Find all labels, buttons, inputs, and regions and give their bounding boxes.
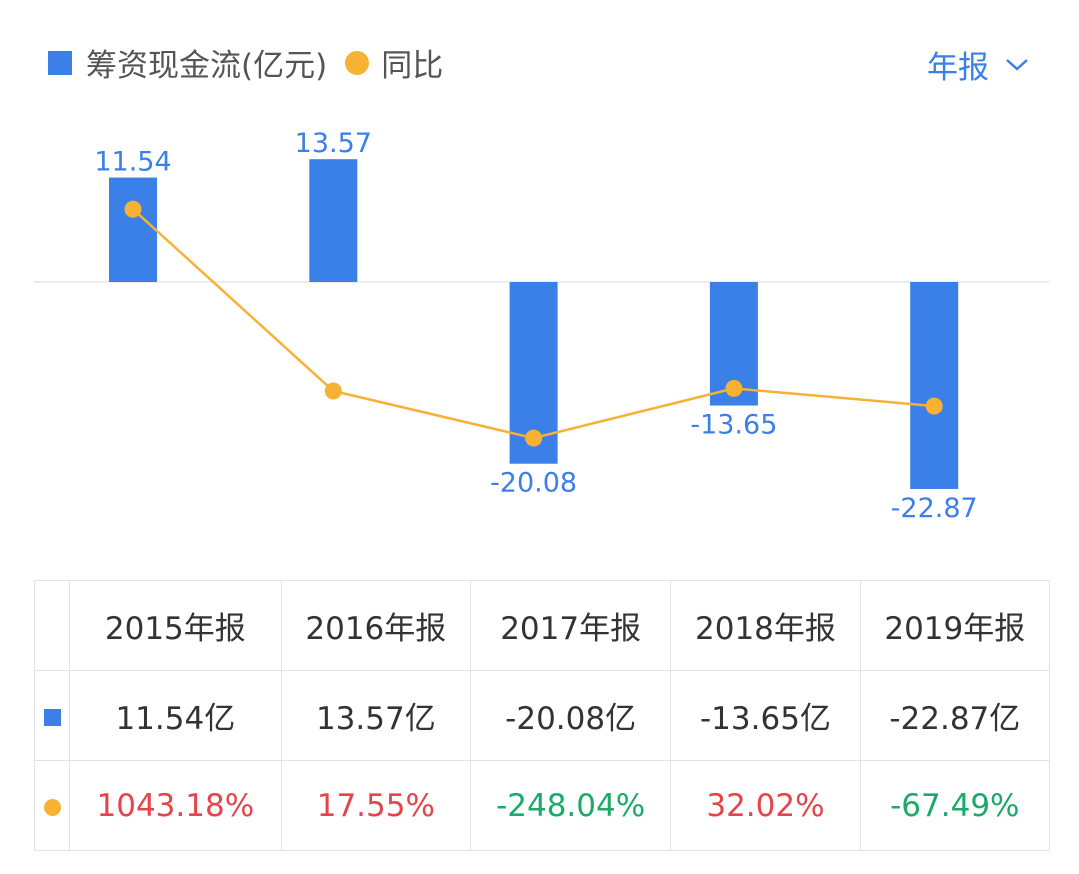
line-legend-label: 同比: [381, 48, 444, 84]
chart-plot: 11.54 13.57 -20.08 -13.65 -22.87: [34, 128, 1049, 524]
table-header-row: 2015年报 2016年报 2017年报 2018年报 2019年报: [34, 580, 1051, 671]
period-selector[interactable]: 年报: [927, 42, 1029, 87]
legend: 筹资现金流(亿元) 同比: [48, 40, 443, 85]
header-cell: 2017年报: [469, 580, 672, 671]
header-cell: 2018年报: [670, 580, 861, 671]
bar-cell: 11.54亿: [69, 670, 282, 761]
table-row-yoy: 1043.18% 17.55% -248.04% 32.02% -67.49%: [34, 760, 1051, 851]
line-row-swatch: [43, 798, 61, 816]
table-row-bar: 11.54亿 13.57亿 -20.08亿 -13.65亿 -22.87亿: [34, 670, 1051, 761]
yoy-point: [525, 429, 543, 447]
bar-value-label: -13.65: [690, 410, 777, 441]
bar-value-label: -20.08: [490, 468, 577, 499]
yoy-cell: 1043.18%: [69, 760, 282, 851]
bar-cell: -20.08亿: [469, 670, 672, 761]
header-cell: 2016年报: [280, 580, 472, 671]
yoy-point: [925, 397, 943, 415]
data-table: 2015年报 2016年报 2017年报 2018年报 2019年报 11.54…: [34, 580, 1051, 851]
bar-legend-label: 筹资现金流(亿元): [86, 48, 328, 84]
bar-cell: -13.65亿: [670, 670, 861, 761]
chevron-down-icon: [1006, 58, 1028, 71]
yoy-cell: 32.02%: [670, 760, 861, 851]
bar-cell: 13.57亿: [280, 670, 472, 761]
corner-cell: [34, 580, 70, 671]
yoy-point: [725, 379, 743, 397]
bar-cell: -22.87亿: [859, 670, 1051, 761]
bar: [910, 282, 959, 489]
yoy-point: [124, 200, 142, 218]
bar-legend-swatch: [48, 50, 72, 75]
bar-row-swatch: [43, 708, 61, 726]
header-cell: 2019年报: [859, 580, 1051, 671]
bar-value-label: 11.54: [94, 147, 171, 178]
header-cell: 2015年报: [69, 580, 282, 671]
yoy-point: [324, 382, 342, 400]
bar-value-label: -22.87: [891, 493, 978, 524]
yoy-cell: 17.55%: [280, 760, 472, 851]
yoy-cell: -67.49%: [859, 760, 1051, 851]
bar-value-label: 13.57: [295, 128, 372, 159]
bar: [109, 177, 157, 282]
period-selector-label: 年报: [927, 50, 989, 86]
bar: [309, 159, 358, 282]
yoy-cell: -248.04%: [469, 760, 672, 851]
line-legend-swatch: [345, 50, 370, 75]
